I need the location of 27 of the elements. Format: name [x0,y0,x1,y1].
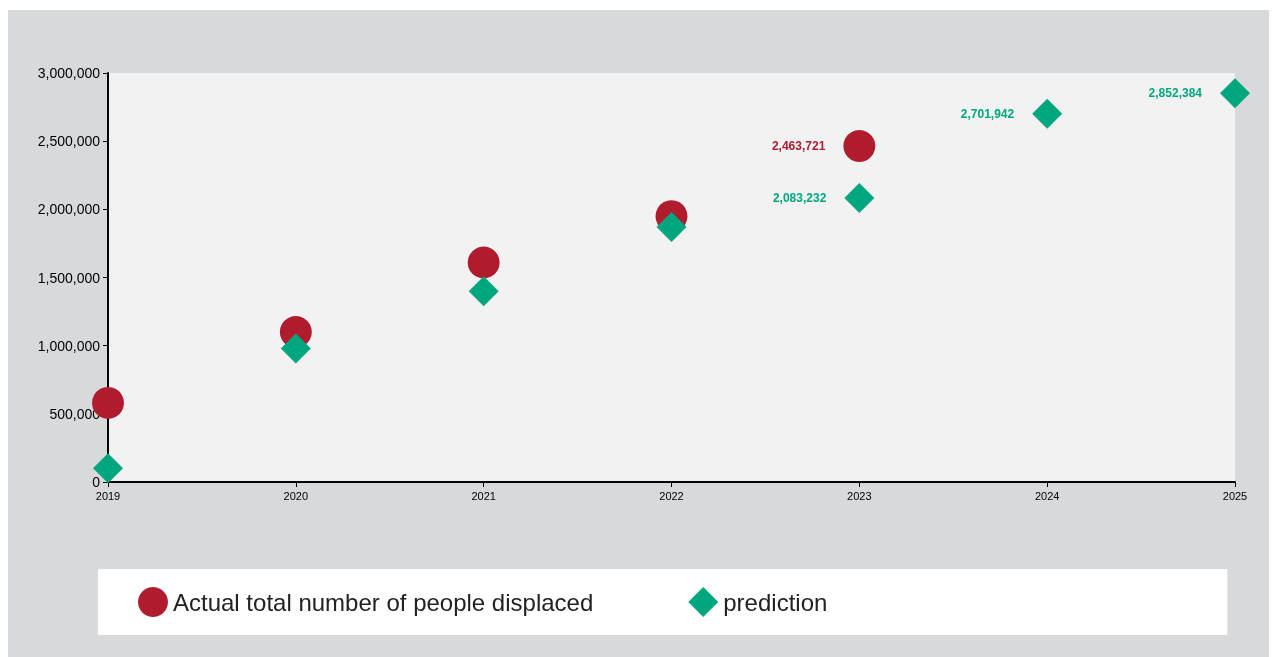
point [1220,78,1250,109]
x-tick-label: 2020 [283,489,309,502]
data-label: 2,463,721 [771,139,826,154]
y-tick-label: 2,000,000 [37,201,101,218]
y-tick-label: 3,000,000 [37,65,101,81]
data-label: 2,701,942 [960,106,1015,121]
legend-label: Actual total number of people displaced [173,588,594,616]
y-tick-label: 2,500,000 [37,133,101,150]
x-tick-label: 2019 [95,489,121,502]
y-tick-label: 1,500,000 [37,269,101,286]
point [843,130,876,163]
x-tick-label: 2024 [1034,489,1060,502]
x-tick-label: 2021 [471,489,496,502]
point [656,212,687,243]
x-tick-label: 2022 [659,489,684,502]
point [468,276,499,307]
point [467,246,500,279]
point [844,182,875,213]
point [280,333,311,364]
y-tick-label: 0 [92,474,101,490]
data-label: 2,083,232 [772,190,827,205]
x-tick-label: 2023 [847,489,872,502]
legend-label: prediction [723,588,828,616]
point [1032,98,1063,129]
x-tick-label: 2025 [1222,489,1248,502]
data-label: 2,852,384 [1148,86,1203,101]
y-tick-label: 1,000,000 [37,337,101,354]
